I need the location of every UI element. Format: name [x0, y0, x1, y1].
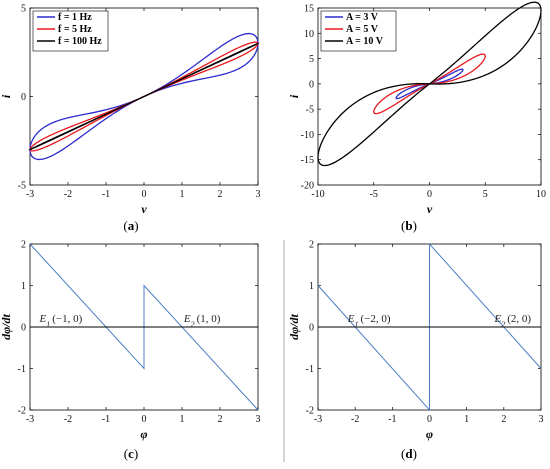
- equilibrium-annotation: E2 (2, 0): [494, 313, 532, 329]
- panel-caption-b: (b): [401, 218, 417, 233]
- caption-letter: c: [128, 446, 134, 461]
- x-tick-label: 3: [256, 189, 261, 200]
- annotation-base: E: [347, 313, 355, 325]
- caption-letter: d: [405, 446, 413, 461]
- x-tick-label: -3: [26, 189, 34, 200]
- x-axis-label: v: [427, 202, 433, 216]
- y-tick-label: 15: [304, 4, 314, 15]
- caption-paren-open: (: [124, 446, 128, 461]
- legend-entry: f = 100 Hz: [58, 36, 102, 47]
- y-tick-label: 0: [21, 323, 26, 334]
- legend-entry: A = 5 V: [346, 24, 379, 35]
- panel-caption-d: (d): [401, 446, 417, 461]
- annotation-coords: (−1, 0): [52, 313, 82, 325]
- y-tick-label: 2: [309, 240, 314, 251]
- caption-letter: b: [405, 218, 412, 233]
- annotation-subscript: 2: [191, 320, 195, 329]
- caption-letter: a: [128, 218, 135, 233]
- series-line-a-2: [28, 42, 260, 151]
- caption-paren-open: (: [401, 218, 405, 233]
- equilibrium-annotation: E1 (−2, 0): [347, 313, 391, 329]
- annotation-coords: (−2, 0): [360, 313, 390, 325]
- y-tick-label: -1: [306, 364, 314, 375]
- caption-paren-open: (: [123, 218, 127, 233]
- x-tick-label: 0: [142, 414, 147, 425]
- equilibrium-annotation: E1 (−1, 0): [39, 313, 83, 329]
- caption-paren-close: ): [134, 446, 138, 461]
- caption-paren-close: ): [413, 446, 417, 461]
- annotation-base: E: [494, 313, 502, 325]
- caption-paren-close: ): [134, 218, 138, 233]
- x-tick-label: 2: [501, 414, 506, 425]
- y-tick-label: -5: [18, 181, 26, 192]
- x-tick-label: 2: [218, 189, 223, 200]
- x-tick-label: -1: [388, 414, 396, 425]
- x-tick-label: -1: [102, 189, 110, 200]
- x-tick-label: -2: [64, 414, 72, 425]
- equilibrium-annotation: E2 (1, 0): [183, 313, 221, 329]
- y-tick-label: 1: [21, 281, 26, 292]
- caption-paren-close: ): [413, 218, 417, 233]
- x-tick-label: 5: [483, 189, 488, 200]
- series-line-b-2: [317, 1, 542, 167]
- y-axis-label: i: [0, 94, 13, 98]
- y-axis-label: dφ/dt: [0, 313, 13, 339]
- x-tick-label: -3: [26, 414, 34, 425]
- x-axis-label: φ: [140, 427, 147, 441]
- panel-caption-a: (a): [123, 218, 138, 233]
- y-tick-label: -1: [18, 364, 26, 375]
- x-tick-label: -2: [351, 414, 359, 425]
- annotation-base: E: [39, 313, 47, 325]
- y-axis-label: dφ/dt: [287, 313, 301, 339]
- x-axis-label: v: [141, 202, 147, 216]
- y-tick-label: 0: [309, 79, 314, 90]
- y-tick-label: -2: [306, 406, 314, 417]
- x-tick-label: -2: [64, 189, 72, 200]
- legend-entry: A = 10 V: [346, 36, 384, 47]
- legend-entry: f = 1 Hz: [58, 12, 92, 23]
- annotation-base: E: [183, 313, 191, 325]
- y-tick-label: -10: [301, 130, 314, 141]
- legend-entry: f = 5 Hz: [58, 24, 92, 35]
- x-tick-label: 2: [218, 414, 223, 425]
- x-tick-label: 1: [180, 189, 185, 200]
- x-tick-label: 10: [536, 189, 546, 200]
- y-axis-label: i: [287, 94, 301, 98]
- x-tick-label: 1: [180, 414, 185, 425]
- legend-entry: A = 3 V: [346, 12, 379, 23]
- x-tick-label: 0: [142, 189, 147, 200]
- y-tick-label: -20: [301, 181, 314, 192]
- annotation-subscript: 1: [354, 320, 358, 329]
- x-tick-label: -5: [370, 189, 378, 200]
- annotation-coords: (2, 0): [507, 313, 531, 325]
- y-tick-label: 5: [309, 54, 314, 65]
- annotation-subscript: 2: [501, 320, 505, 329]
- y-tick-label: 2: [21, 240, 26, 251]
- annotation-coords: (1, 0): [197, 313, 221, 325]
- y-tick-label: 5: [21, 4, 26, 15]
- y-tick-label: 10: [304, 29, 314, 40]
- x-axis-label: φ: [426, 427, 433, 441]
- x-tick-label: -1: [102, 414, 110, 425]
- x-tick-label: -10: [311, 189, 324, 200]
- y-tick-label: 0: [309, 323, 314, 334]
- y-tick-label: -2: [18, 406, 26, 417]
- y-tick-label: 0: [21, 92, 26, 103]
- y-tick-label: -5: [306, 105, 314, 116]
- annotation-subscript: 1: [46, 320, 50, 329]
- x-tick-label: 1: [464, 414, 469, 425]
- x-tick-label: -3: [314, 414, 322, 425]
- y-tick-label: -15: [301, 155, 314, 166]
- x-tick-label: 3: [256, 414, 261, 425]
- y-tick-label: 1: [309, 281, 314, 292]
- panel-caption-c: (c): [124, 446, 138, 461]
- caption-paren-open: (: [401, 446, 405, 461]
- x-tick-label: 0: [427, 414, 432, 425]
- x-tick-label: 3: [539, 414, 544, 425]
- x-tick-label: 0: [427, 189, 432, 200]
